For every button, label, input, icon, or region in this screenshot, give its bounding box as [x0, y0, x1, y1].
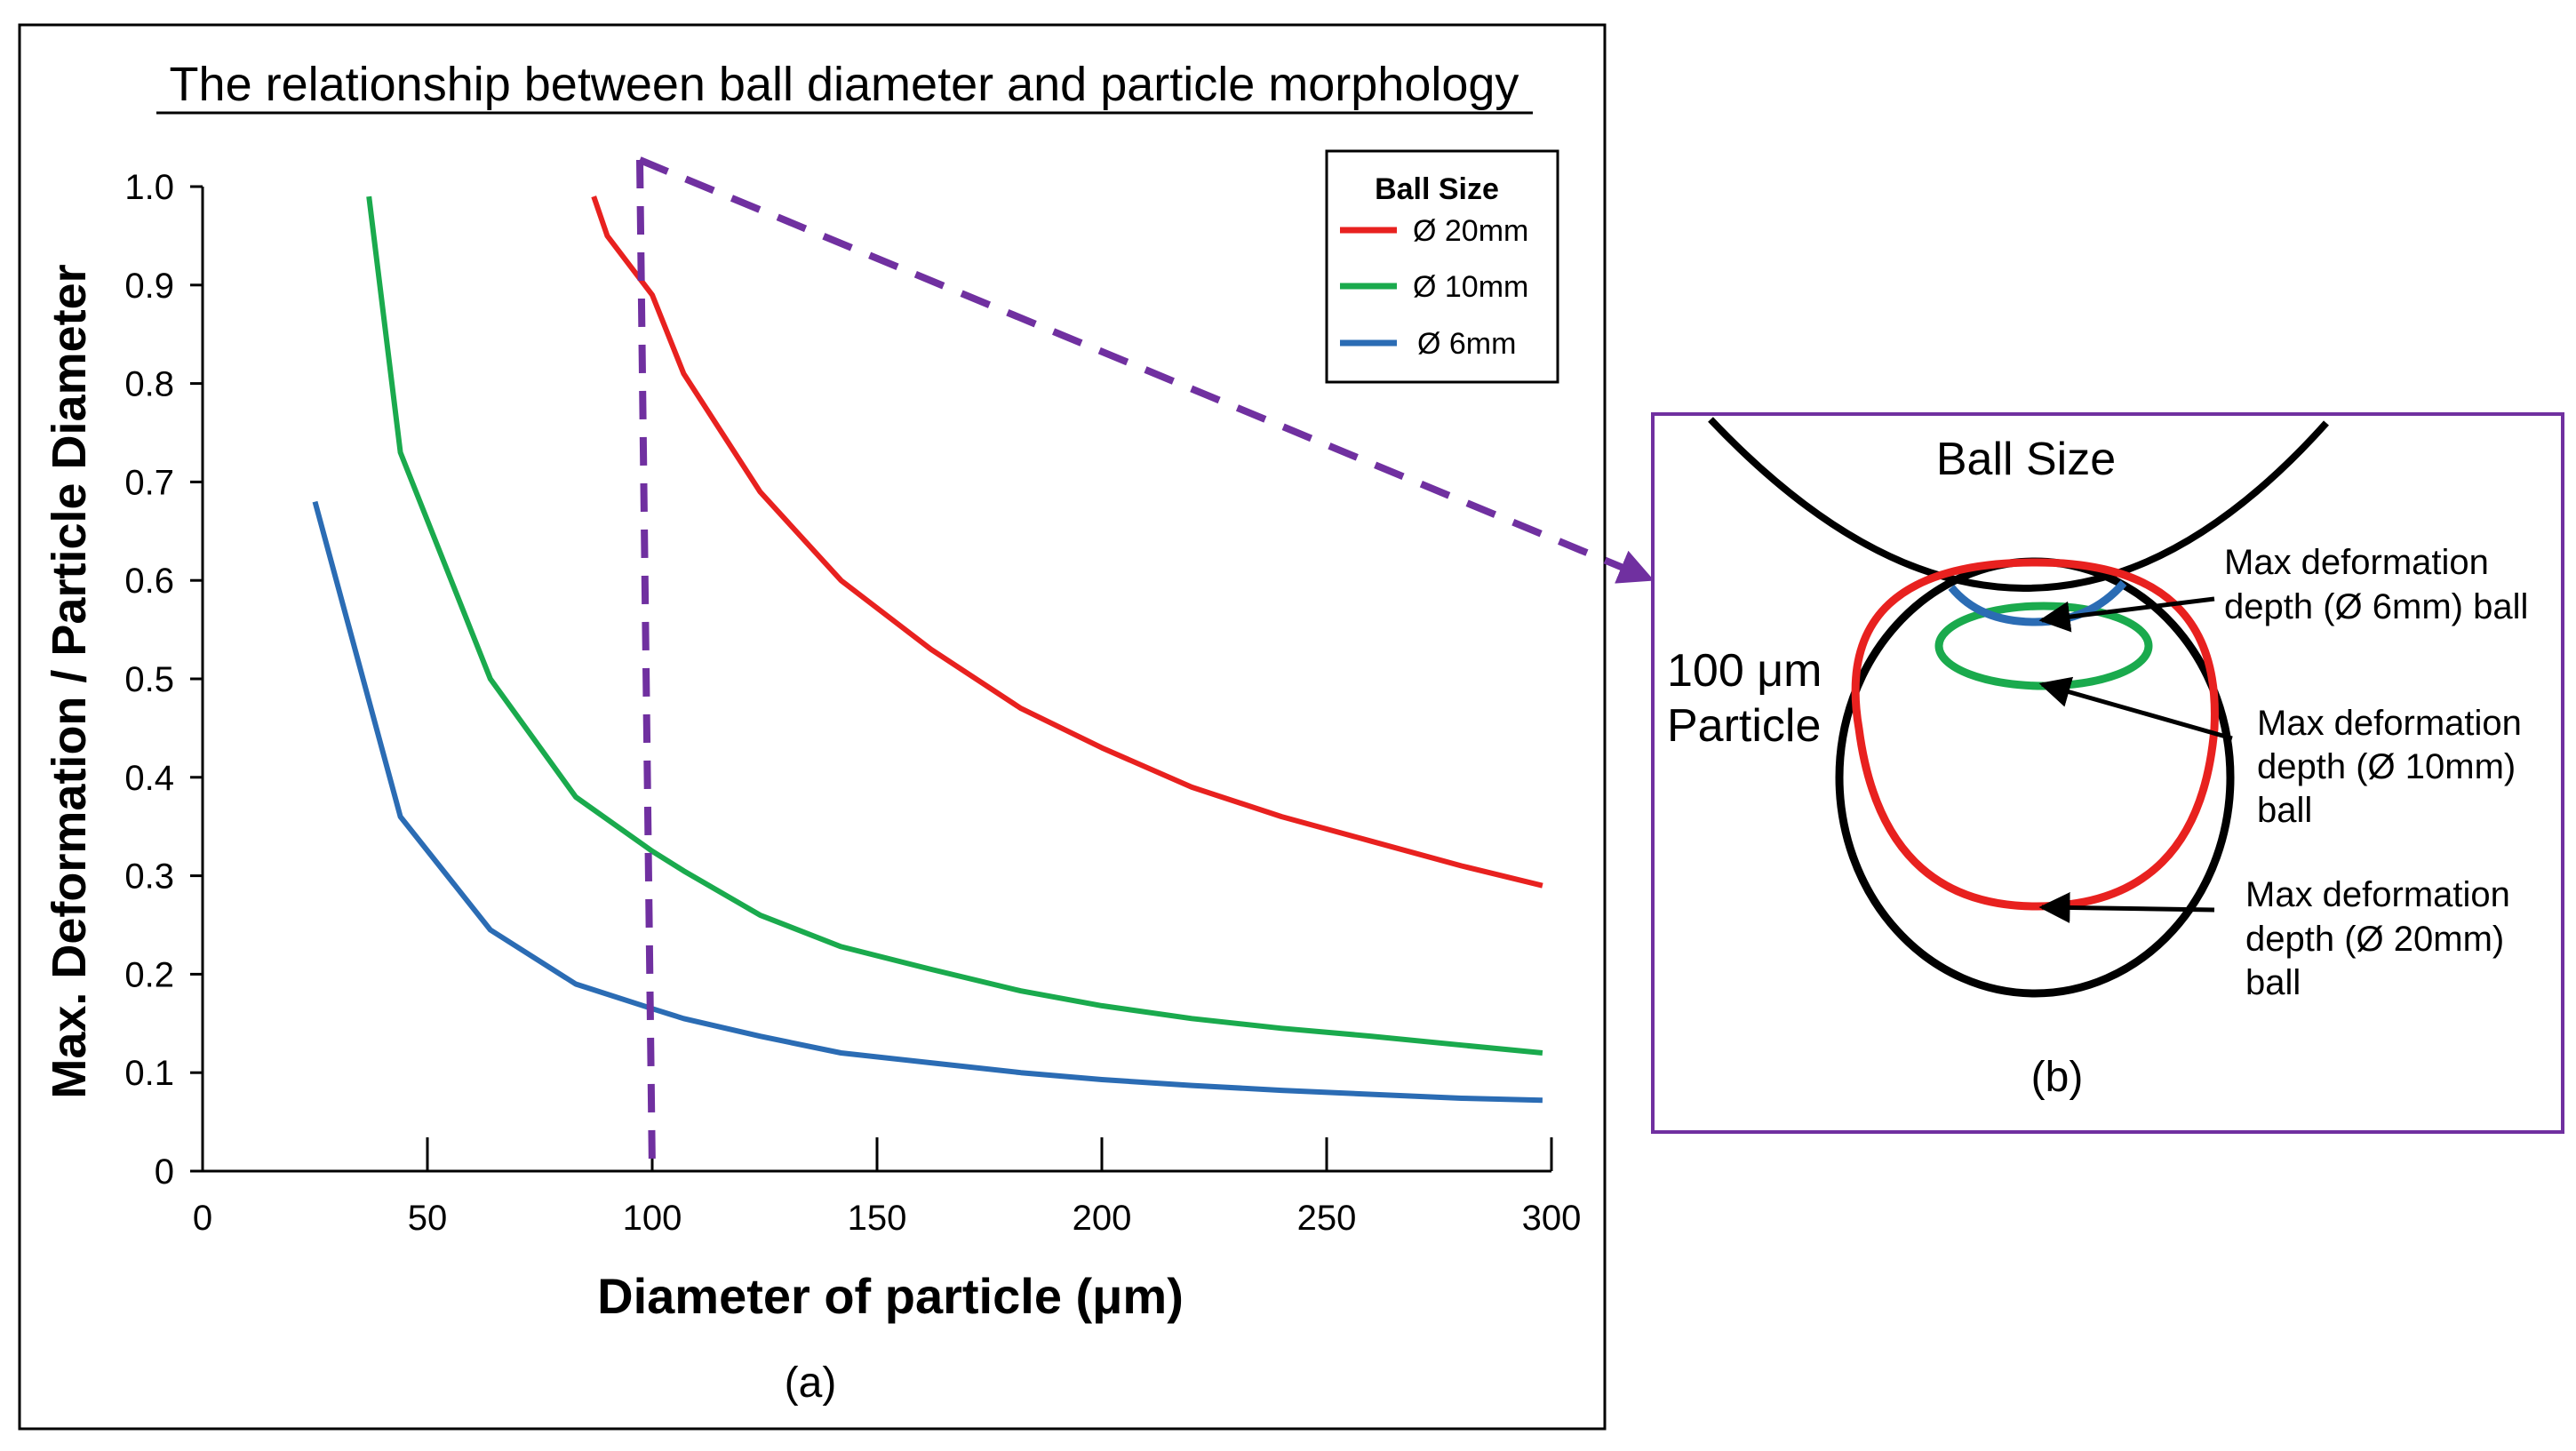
- series-line-6mm: [312, 500, 1543, 1104]
- dashed-connector-arrow: [638, 156, 1655, 584]
- x-tick-label: 150: [848, 1199, 907, 1238]
- dashed-vertical-marker: [636, 159, 656, 1172]
- x-tick-label: 50: [408, 1199, 448, 1238]
- y-tick-label: 0.3: [124, 857, 174, 897]
- annotation-20mm-line3: ball: [2245, 963, 2301, 1002]
- x-tick-label: 250: [1297, 1199, 1357, 1238]
- y-tick-label: 0.5: [124, 660, 174, 699]
- annotation-20mm: Max deformation depth (Ø 20mm) ball: [2245, 875, 2520, 1002]
- legend: Ball Size Ø 20mm Ø 10mm Ø 6mm: [1325, 149, 1559, 384]
- arrow-20mm: [2038, 891, 2215, 923]
- annotation-6mm: Max deformation depth (Ø 6mm) ball: [2224, 543, 2528, 626]
- x-axis-ticks: 0 50 100 150 200 250 300: [193, 1137, 1582, 1238]
- legend-title: Ball Size: [1375, 172, 1499, 206]
- y-tick-label: 0.4: [124, 759, 174, 798]
- panel-b-caption: (b): [2031, 1054, 2084, 1101]
- x-tick-label: 100: [623, 1199, 682, 1238]
- annotation-20mm-line2: depth (Ø 20mm): [2245, 920, 2504, 959]
- annotation-10mm-line3: ball: [2257, 791, 2312, 830]
- series-layer: [312, 195, 1543, 1104]
- annotation-6mm-line2: depth (Ø 6mm) ball: [2224, 587, 2528, 626]
- arrow-6mm: [2038, 596, 2215, 633]
- annotation-6mm-line1: Max deformation: [2224, 543, 2489, 582]
- annotation-10mm-line2: depth (Ø 10mm): [2257, 747, 2516, 786]
- annotation-10mm: Max deformation depth (Ø 10mm) ball: [2257, 704, 2532, 830]
- x-tick-label: 200: [1073, 1199, 1132, 1238]
- marker-layer: [636, 156, 1655, 1172]
- y-tick-label: 0.1: [124, 1054, 174, 1093]
- deformation-6mm-arc: [1948, 580, 2127, 626]
- legend-label-20mm: Ø 20mm: [1413, 214, 1528, 248]
- y-tick-label: 0: [155, 1152, 174, 1192]
- x-tick-label: 0: [193, 1199, 212, 1238]
- inset-panel-b: Ball Size 100 μm Particle Max deformatio…: [1651, 412, 2564, 1134]
- particle-label-line1: 100 μm: [1667, 645, 1822, 697]
- inset-ball-size-label: Ball Size: [1936, 434, 2116, 485]
- y-axis-ticks: 0 0.1 0.2 0.3 0.4 0.5 0.6 0.7 0.8 0.9 1.0: [124, 168, 203, 1192]
- series-line-20mm: [591, 195, 1543, 889]
- particle-label-line2: Particle: [1667, 700, 1821, 752]
- annotation-20mm-line1: Max deformation: [2245, 875, 2510, 914]
- y-tick-label: 0.8: [124, 365, 174, 404]
- annotation-10mm-line1: Max deformation: [2257, 704, 2522, 743]
- deformation-20mm-ring: [1851, 558, 2219, 911]
- y-tick-label: 0.6: [124, 562, 174, 601]
- y-tick-label: 0.7: [124, 463, 174, 502]
- y-axis-label: Max. Deformation / Particle Diameter: [43, 264, 96, 1098]
- ball-arc: [1708, 417, 2329, 592]
- panel-a-caption: (a): [785, 1359, 837, 1407]
- legend-label-10mm: Ø 10mm: [1413, 270, 1528, 304]
- x-axis-label: Diameter of particle (μm): [597, 1268, 1184, 1324]
- chart-title: The relationship between ball diameter a…: [170, 58, 1519, 111]
- panel-a-frame: [18, 23, 1607, 1431]
- y-tick-label: 0.9: [124, 267, 174, 306]
- legend-label-6mm: Ø 6mm: [1417, 327, 1516, 361]
- arrow-10mm: [2038, 676, 2233, 741]
- y-tick-label: 0.2: [124, 955, 174, 994]
- series-line-10mm: [366, 195, 1543, 1056]
- y-tick-label: 1.0: [124, 168, 174, 207]
- x-tick-label: 300: [1522, 1199, 1582, 1238]
- inset-frame: [1651, 412, 2564, 1134]
